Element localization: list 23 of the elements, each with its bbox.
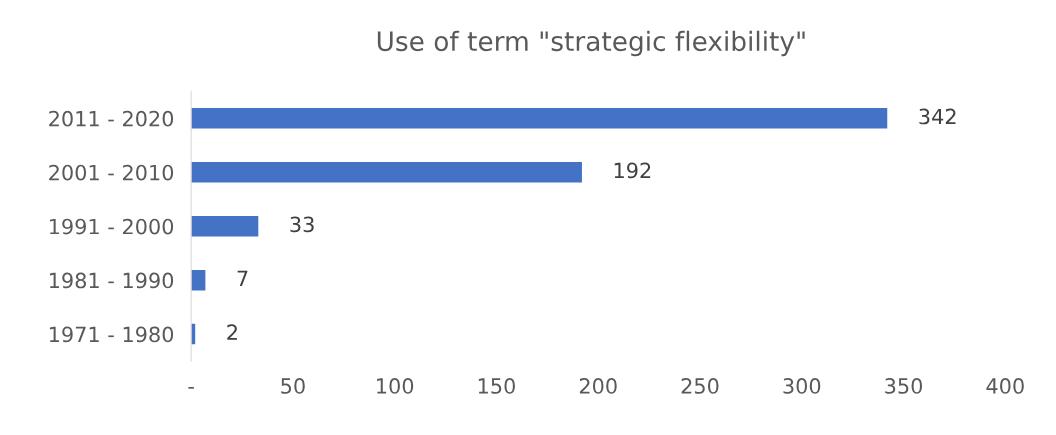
bar — [191, 162, 582, 183]
x-tick-label: 400 — [986, 378, 1024, 394]
y-tick-label: 1971 - 1980 — [49, 326, 174, 343]
y-tick-label: 2001 - 2010 — [49, 164, 174, 181]
bar — [191, 108, 888, 129]
data-label: 33 — [290, 216, 314, 233]
data-label: 192 — [614, 162, 651, 179]
x-tick-label: 300 — [783, 378, 821, 394]
x-tick-label: 200 — [579, 378, 617, 394]
chart-title: Use of term "strategic flexibility" — [377, 30, 805, 57]
x-tick-label: 150 — [478, 378, 515, 394]
x-tick-label: 350 — [885, 378, 923, 394]
x-tick-label: 50 — [281, 378, 305, 394]
x-tick-label: 100 — [377, 378, 414, 394]
data-label: 342 — [919, 108, 956, 125]
y-tick-label: 1991 - 2000 — [49, 218, 174, 235]
bar — [191, 215, 259, 237]
data-label: 2 — [227, 324, 237, 340]
y-tick-label: 1981 - 1990 — [49, 272, 174, 289]
y-tick-label: 2011 - 2020 — [49, 110, 174, 127]
data-label: 7 — [237, 270, 248, 286]
x-tick-label: 250 — [681, 378, 719, 394]
x-tick-label: - — [188, 387, 194, 389]
